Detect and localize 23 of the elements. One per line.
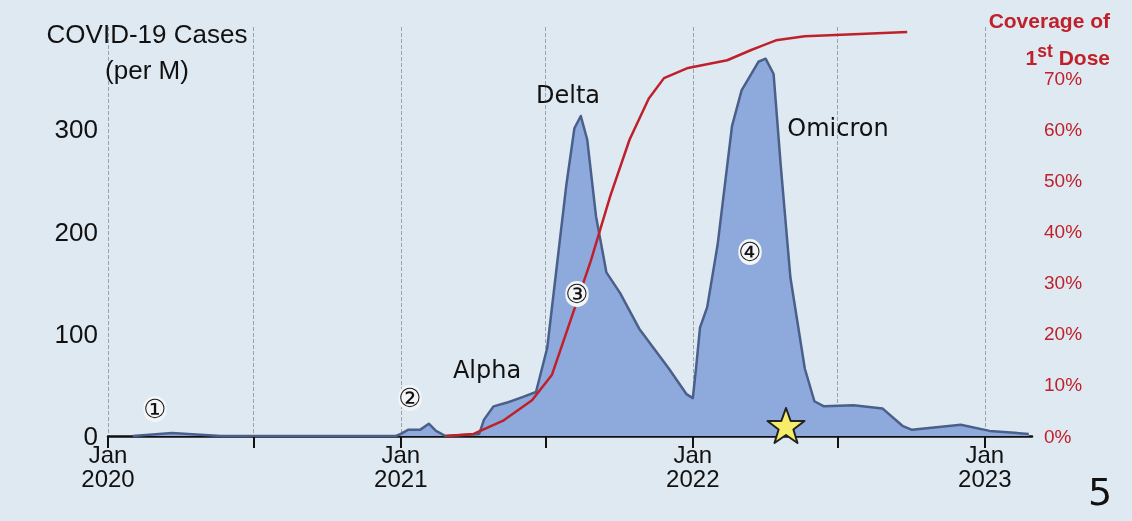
annotation: ③ xyxy=(565,279,589,309)
y2-tick-label: 60% xyxy=(1044,118,1083,140)
y2-tick-label: 20% xyxy=(1044,323,1083,345)
text: 5 xyxy=(1087,470,1113,514)
y2-tick-label: 0% xyxy=(1044,425,1072,447)
line-series xyxy=(444,30,909,438)
x-tick-label: Jan 2021 xyxy=(374,440,428,492)
annotation: Delta xyxy=(535,81,601,109)
y2-tick-label: 50% xyxy=(1044,169,1083,191)
y-tick-label: 300 xyxy=(54,114,98,145)
y2-tick-label: 40% xyxy=(1044,221,1083,242)
y2-tick-label: 10% xyxy=(1044,374,1083,396)
annotation: Alpha xyxy=(452,356,522,384)
annotation: ① xyxy=(143,394,167,424)
y-tick-label: 200 xyxy=(54,216,98,247)
y-tick-label: 100 xyxy=(54,318,98,349)
x-tick-label: Jan 2022 xyxy=(666,440,720,492)
annotation: ② xyxy=(398,383,422,413)
annotation: ④ xyxy=(738,237,762,267)
x-tick-label: Jan 2023 xyxy=(958,440,1012,492)
y-axis-title: COVID-19 Cases (per M) xyxy=(45,18,249,87)
y2-tick-label: 30% xyxy=(1044,272,1083,294)
annotation: Omicron xyxy=(787,114,889,142)
